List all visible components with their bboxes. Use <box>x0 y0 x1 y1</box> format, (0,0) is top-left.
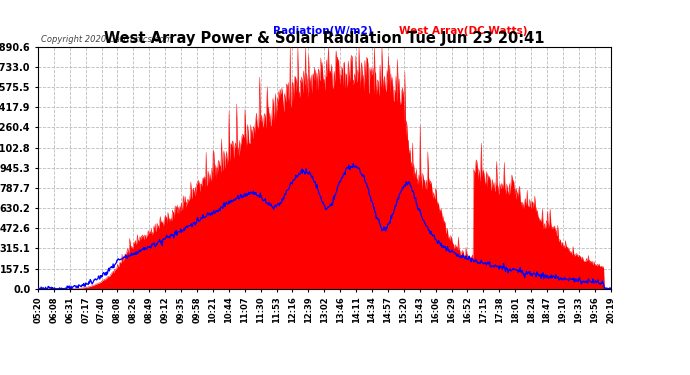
Text: West Array(DC Watts): West Array(DC Watts) <box>399 26 527 36</box>
Text: Radiation(W/m2): Radiation(W/m2) <box>273 26 373 36</box>
Text: Copyright 2020 Cartronics.com: Copyright 2020 Cartronics.com <box>41 36 172 45</box>
Title: West Array Power & Solar Radiation Tue Jun 23 20:41: West Array Power & Solar Radiation Tue J… <box>104 31 544 46</box>
